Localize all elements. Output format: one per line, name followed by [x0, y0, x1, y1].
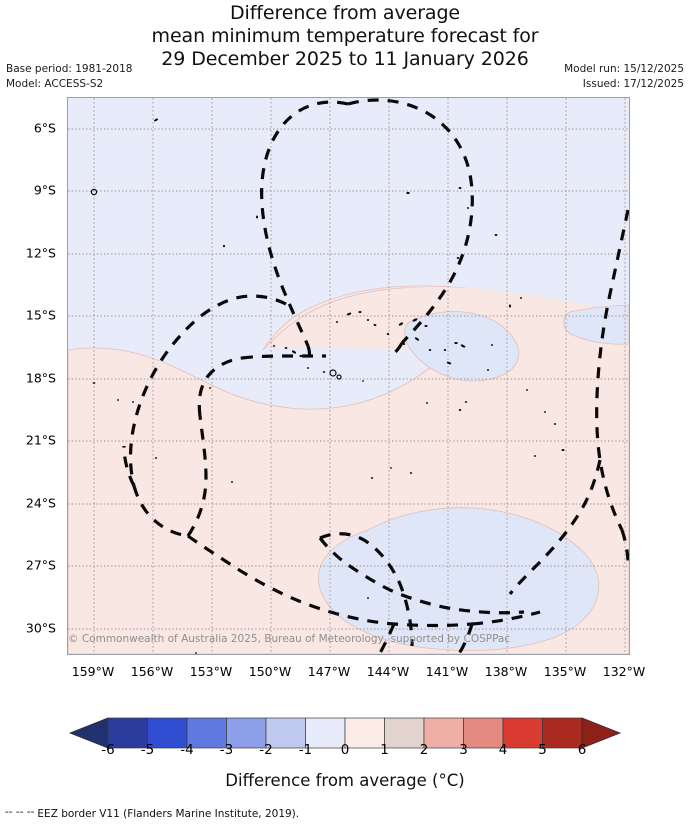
map-gridlines-vertical: [93, 98, 626, 654]
colorbar-over-arrow: [581, 717, 622, 749]
colorbar-cell: [384, 717, 425, 749]
colorbar-cell: [423, 717, 464, 749]
y-axis-label-4: 18°S: [25, 370, 56, 386]
colorbar-tick-label: -4: [180, 742, 194, 758]
colorbar-tick-label: 0: [340, 742, 350, 758]
page-title: Difference from average mean minimum tem…: [0, 2, 690, 71]
x-axis-label-6: 141°W: [425, 664, 469, 679]
colorbar-tick-label: 1: [380, 742, 389, 758]
y-axis-label-5: 21°S: [25, 432, 56, 448]
metadata-left: Base period: 1981-2018 Model: ACCESS-S2: [6, 62, 132, 92]
x-axis-label-8: 135°W: [543, 664, 587, 679]
title-line-2: mean minimum temperature forecast for: [151, 25, 539, 47]
colorbar-tick-label: 5: [538, 742, 547, 758]
title-line-3: 29 December 2025 to 11 January 2026: [161, 48, 529, 70]
colorbar-cell: [107, 717, 148, 749]
x-axis-label-2: 153°W: [189, 664, 233, 679]
colorbar-tick-label: -3: [219, 742, 234, 758]
colorbar-cell: [463, 717, 504, 749]
colorbar-cell: [542, 717, 583, 749]
base-period-label: Base period: 1981-2018: [6, 63, 133, 75]
x-axis-label-9: 132°W: [602, 664, 646, 679]
colorbar-tick-label: 4: [498, 742, 508, 758]
eez-footnote: -- -- -- EEZ border V11 (Flanders Marine …: [5, 806, 299, 820]
colorbar-tick-label: -5: [140, 742, 155, 758]
y-axis-label-2: 12°S: [25, 245, 56, 261]
eez-footnote-text: EEZ border V11 (Flanders Marine Institut…: [37, 808, 300, 820]
field-warm-north-lobe: [262, 285, 629, 351]
map-svg: [68, 98, 629, 654]
y-axis-label-8: 30°S: [25, 620, 56, 636]
y-axis-label-6: 24°S: [25, 495, 56, 511]
colorbar-tick-label: 6: [577, 742, 587, 758]
field-warm-south-sliver: [290, 618, 360, 651]
colorbar[interactable]: [0, 706, 690, 756]
colorbar-cell: [147, 717, 188, 749]
colorbar-ticks: -6 -5 -4 -3 -2 -1 0 1 2 3 4 5 6: [0, 742, 690, 760]
colorbar-cells: [68, 717, 622, 749]
y-axis-label-3: 15°S: [25, 307, 56, 323]
colorbar-cell: [226, 717, 267, 749]
eez-border: [122, 98, 629, 654]
map-coastlines: [90, 118, 565, 654]
eez-dash-sample: -- -- --: [5, 806, 35, 818]
colorbar-tick-label: -1: [298, 742, 313, 758]
issued-label: Issued: 17/12/2025: [582, 78, 684, 90]
field-cool-patch-east-sliver: [563, 304, 629, 345]
x-axis-label-5: 144°W: [366, 664, 410, 679]
model-label: Model: ACCESS-S2: [6, 78, 104, 90]
colorbar-title: Difference from average (°C): [225, 771, 465, 790]
colorbar-tick-label: -2: [259, 742, 273, 758]
colorbar-cell: [265, 717, 306, 749]
x-axis-label-1: 156°W: [130, 664, 174, 679]
map-plot-area[interactable]: [67, 97, 630, 655]
x-axis-label-3: 150°W: [248, 664, 292, 679]
title-line-1: Difference from average: [229, 2, 460, 24]
colorbar-svg: [68, 717, 622, 749]
colorbar-cell: [186, 717, 227, 749]
colorbar-cell: [344, 717, 385, 749]
colorbar-tick-label: 2: [419, 742, 429, 758]
metadata-right: Model run: 15/12/2025 Issued: 17/12/2025: [564, 62, 684, 92]
colorbar-tick-label: -6: [101, 742, 115, 758]
y-axis-label-7: 27°S: [25, 557, 56, 573]
x-axis-label-0: 159°W: [71, 664, 115, 679]
x-axis-label-7: 138°W: [484, 664, 528, 679]
y-axis-label-1: 9°S: [33, 182, 56, 198]
y-axis-label-0: 6°S: [33, 120, 56, 136]
x-axis-label-4: 147°W: [307, 664, 351, 679]
model-run-label: Model run: 15/12/2025: [564, 63, 684, 75]
colorbar-tick-label: 3: [459, 742, 468, 758]
